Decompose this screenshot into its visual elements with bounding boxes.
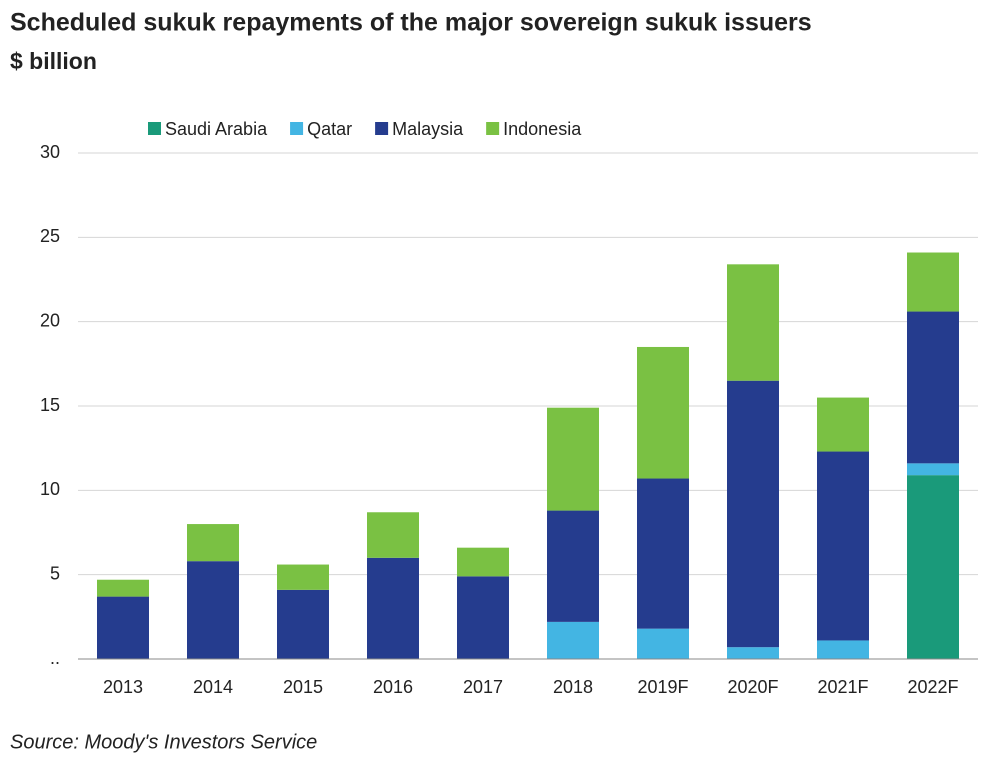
bar-segment [817,451,869,641]
y-tick-label: 15 [40,395,60,415]
bar-segment [727,264,779,381]
x-tick-label: 2015 [283,677,323,697]
bar-segment [367,512,419,558]
bar-segment [457,547,509,577]
bar-segment [547,407,599,511]
legend-swatch [148,122,161,135]
y-tick-label: .. [50,648,60,668]
bar-segment [907,475,959,659]
bar-segment [187,561,239,659]
legend-swatch [290,122,304,135]
bar-segment [907,252,959,312]
bar-segment [367,557,419,659]
chart-title: Scheduled sukuk repayments of the major … [10,9,812,37]
bar-segment [907,311,959,464]
bar-segment [277,589,329,659]
bar-segment [547,621,599,659]
chart-subtitle: $ billion [10,48,97,74]
bar-segment [187,524,239,562]
x-tick-label: 2018 [553,677,593,697]
bar-segment [547,510,599,622]
bar-segment [97,579,149,597]
x-tick-label: 2022F [907,677,958,697]
legend-label: Malaysia [392,119,464,139]
legend-label: Qatar [307,119,352,139]
bar-segment [907,463,959,476]
x-tick-label: 2020F [727,677,778,697]
legend-label: Saudi Arabia [165,119,268,139]
bar-segment [727,647,779,659]
bar-segment [817,640,869,659]
y-tick-label: 30 [40,142,60,162]
x-tick-label: 2016 [373,677,413,697]
y-tick-label: 20 [40,310,60,330]
x-tick-label: 2019F [637,677,688,697]
y-tick-label: 25 [40,226,60,246]
legend-swatch [486,122,500,135]
bar-segment [727,380,779,648]
x-tick-label: 2021F [817,677,868,697]
x-tick-label: 2013 [103,677,143,697]
bar-segment [457,576,509,659]
bar-segment [637,478,689,629]
bar-segment [97,596,149,659]
source-note: Source: Moody's Investors Service [10,731,317,753]
y-tick-label: 10 [40,479,60,499]
bar-segment [637,346,689,479]
bar-segment [277,564,329,590]
x-tick-label: 2017 [463,677,503,697]
y-tick-label: 5 [50,563,60,583]
bar-segment [637,628,689,659]
x-tick-label: 2014 [193,677,233,697]
bar-segment [817,397,869,452]
legend-swatch [375,122,389,135]
legend-label: Indonesia [503,119,582,139]
